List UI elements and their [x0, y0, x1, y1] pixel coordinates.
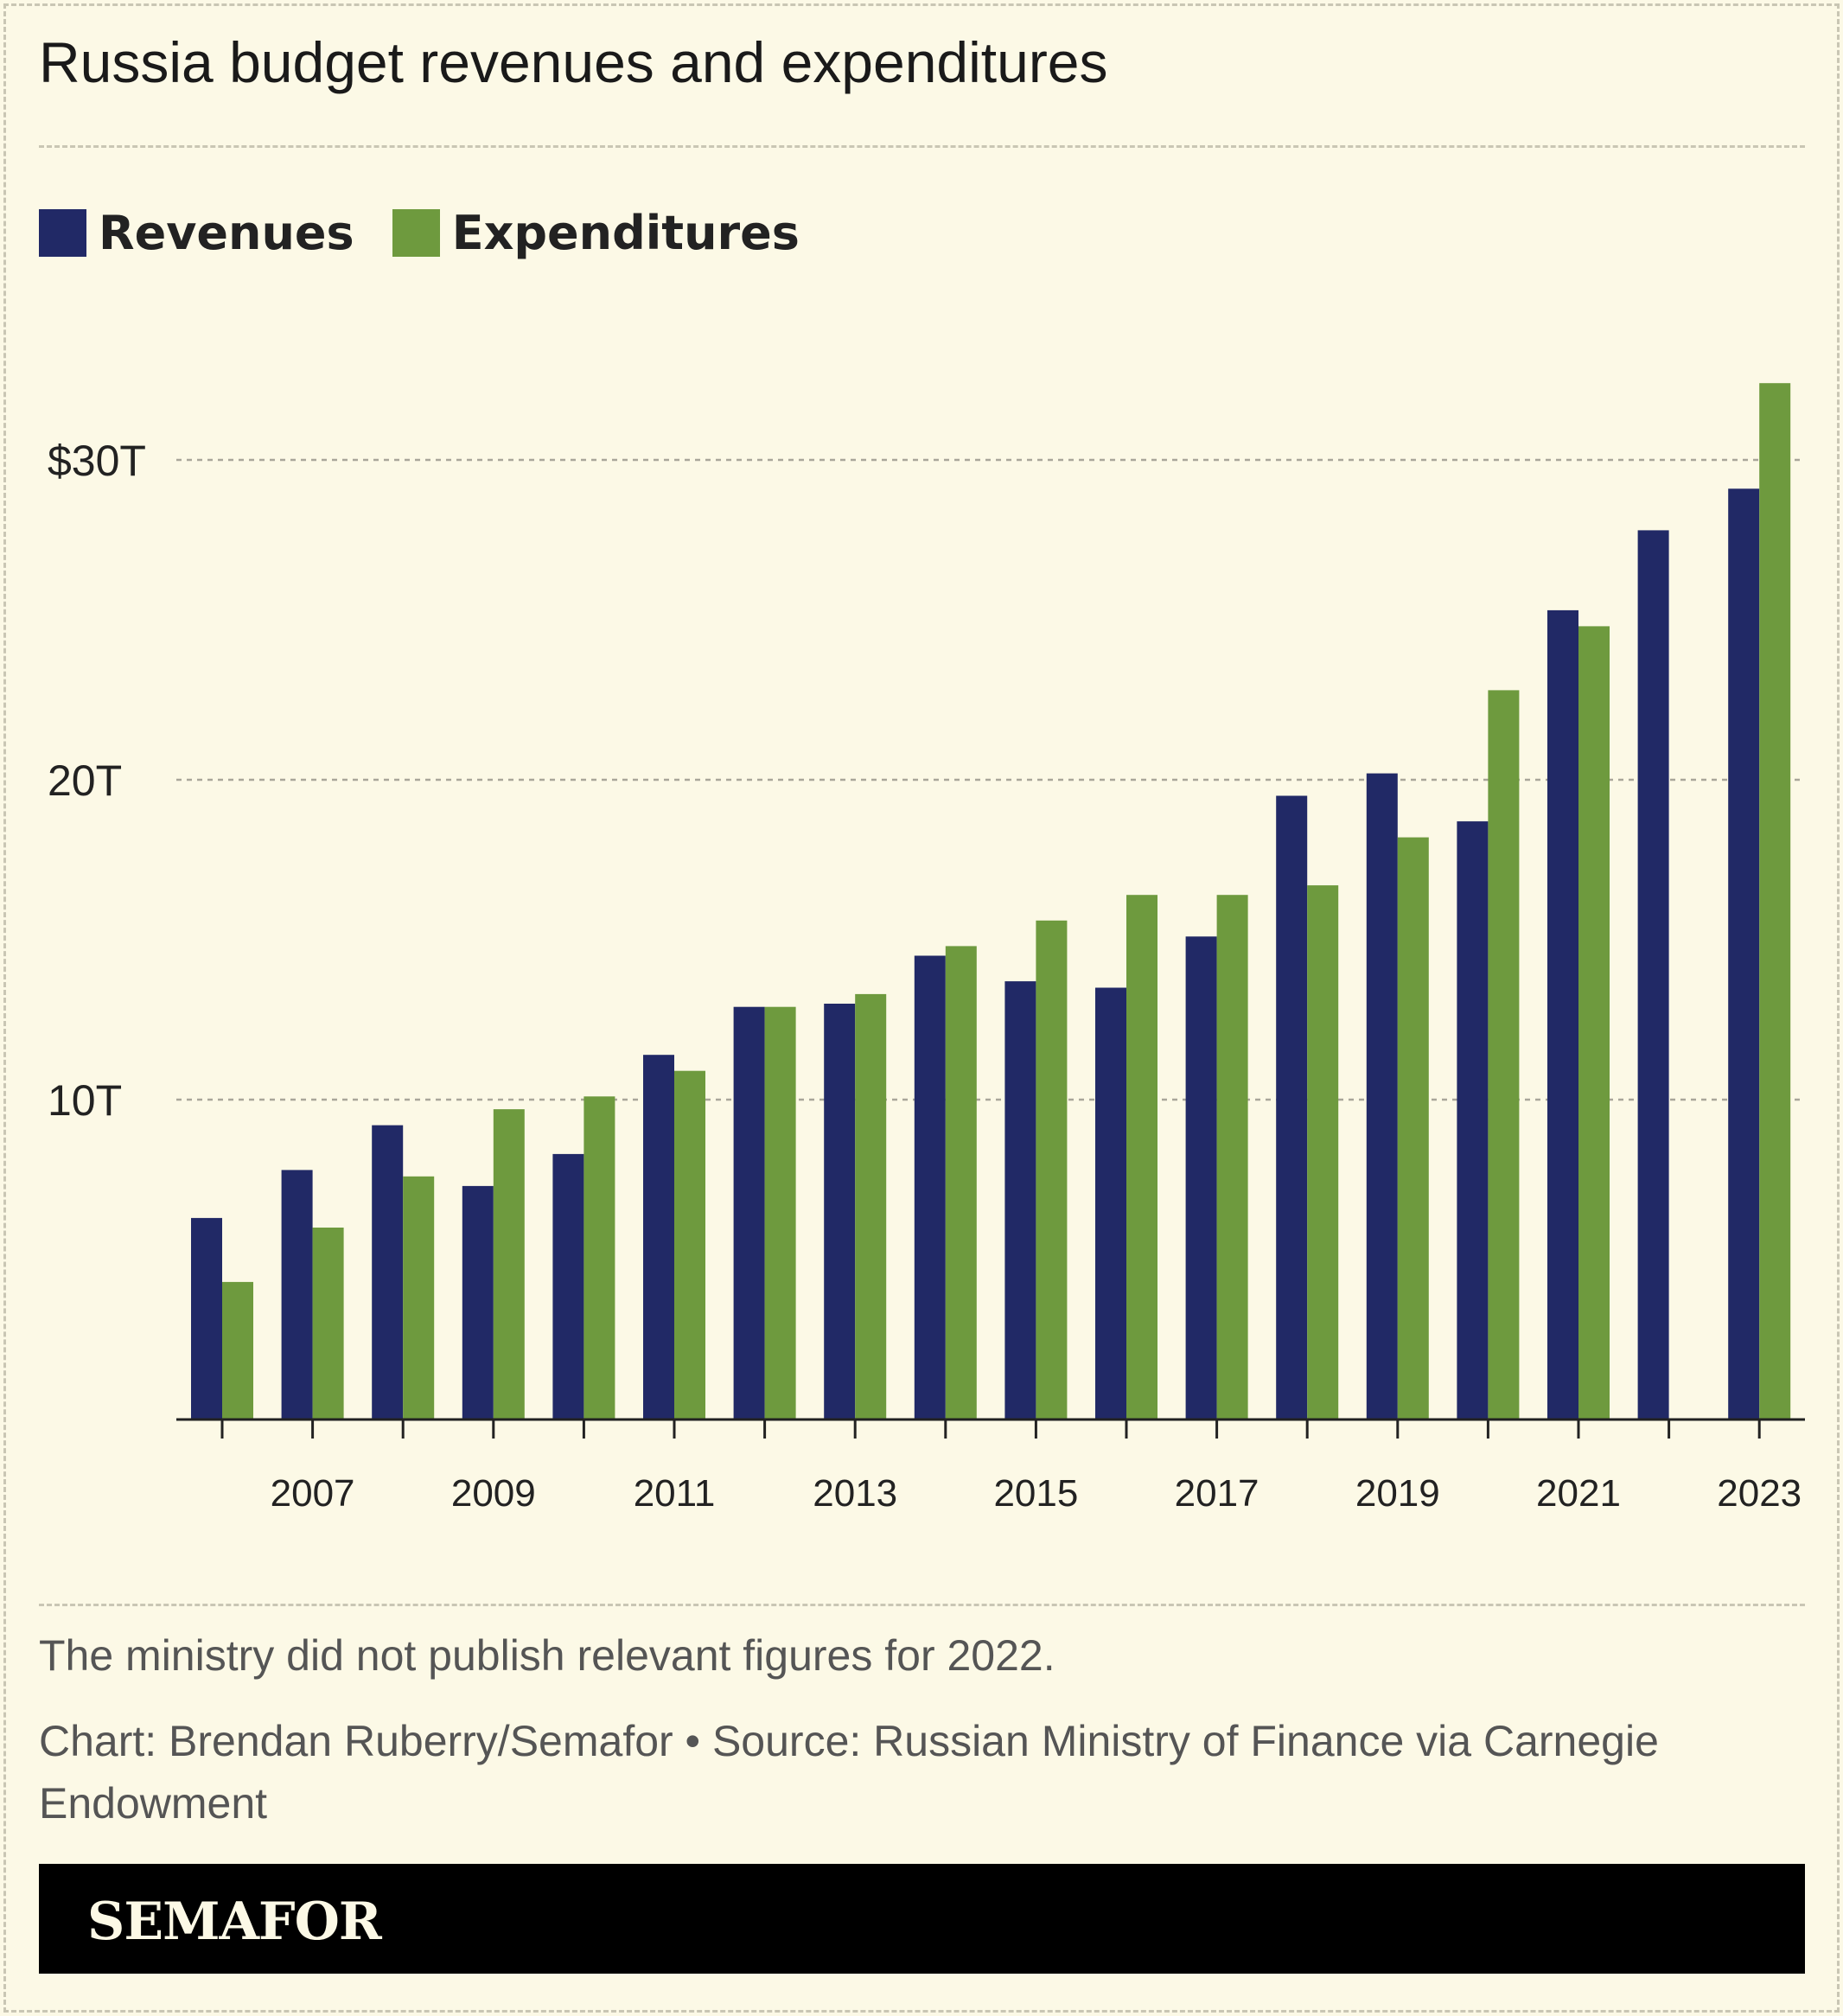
bar-revenues-2020: [1457, 821, 1489, 1419]
bar-expenditures-2016: [1126, 895, 1157, 1419]
bar-revenues-2021: [1547, 609, 1578, 1419]
bar-revenues-2010: [552, 1153, 584, 1419]
legend-item-revenues: Revenues: [39, 206, 354, 260]
bar-revenues-2014: [914, 955, 946, 1419]
x-tick-label: 2021: [1536, 1472, 1621, 1515]
bar-revenues-2009: [462, 1185, 494, 1419]
legend-swatch: [392, 209, 440, 257]
bar-revenues-2023: [1728, 488, 1760, 1419]
bar-expenditures-2019: [1397, 837, 1429, 1419]
chart-source: Chart: Brendan Ruberry/Semafor • Source:…: [39, 1717, 1659, 1828]
bar-expenditures-2011: [674, 1070, 705, 1419]
bar-revenues-2011: [643, 1055, 674, 1419]
bar-revenues-2016: [1095, 987, 1126, 1419]
bar-revenues-2012: [733, 1006, 765, 1419]
x-tick-label: 2017: [1175, 1472, 1259, 1515]
brand-bar: SEMAFOR: [39, 1864, 1805, 1974]
y-tick-label: $30T: [48, 437, 146, 485]
bar-expenditures-2018: [1307, 885, 1339, 1419]
bar-expenditures-2012: [764, 1006, 796, 1419]
x-tick-label: 2023: [1717, 1472, 1802, 1515]
bar-revenues-2022: [1637, 530, 1669, 1419]
bar-expenditures-2017: [1216, 895, 1248, 1419]
x-tick-label: 2011: [634, 1472, 716, 1515]
legend: Revenues Expenditures: [39, 206, 838, 260]
chart-note: The ministry did not publish relevant fi…: [39, 1631, 1055, 1680]
bar-expenditures-2010: [584, 1096, 615, 1419]
y-tick-label: 10T: [48, 1076, 122, 1125]
x-tick-label: 2019: [1355, 1472, 1440, 1515]
divider: [39, 145, 1805, 148]
bar-revenues-2013: [824, 1004, 856, 1419]
bar-revenues-2019: [1366, 773, 1398, 1419]
legend-swatch: [39, 209, 86, 257]
chart-title: Russia budget revenues and expenditures: [39, 30, 1108, 94]
legend-label: Revenues: [99, 206, 354, 260]
divider: [39, 1604, 1805, 1606]
bar-expenditures-2015: [1036, 920, 1068, 1419]
bar-expenditures-2020: [1488, 690, 1520, 1419]
bar-expenditures-2008: [403, 1176, 435, 1419]
bar-expenditures-2006: [222, 1281, 253, 1419]
bar-revenues-2015: [1004, 981, 1036, 1419]
bar-expenditures-2007: [312, 1228, 344, 1419]
bar-expenditures-2014: [945, 946, 977, 1419]
bar-expenditures-2021: [1578, 626, 1610, 1419]
x-tick-label: 2015: [993, 1472, 1078, 1515]
semafor-logo: SEMAFOR: [87, 1892, 382, 1952]
x-tick-label: 2009: [451, 1472, 536, 1515]
legend-label: Expenditures: [451, 206, 800, 260]
bar-revenues-2006: [191, 1217, 222, 1419]
bar-revenues-2017: [1185, 936, 1217, 1419]
bar-revenues-2018: [1276, 795, 1308, 1419]
legend-item-expenditures: Expenditures: [392, 206, 800, 260]
chart-frame: [3, 3, 1840, 2013]
x-tick-label: 2013: [813, 1472, 897, 1515]
bar-expenditures-2013: [855, 993, 887, 1419]
bar-expenditures-2009: [493, 1109, 525, 1419]
bar-revenues-2008: [372, 1125, 404, 1419]
y-tick-label: 20T: [48, 756, 122, 805]
bar-revenues-2007: [281, 1170, 313, 1419]
x-tick-label: 2007: [271, 1472, 355, 1515]
bar-expenditures-2023: [1759, 383, 1791, 1420]
